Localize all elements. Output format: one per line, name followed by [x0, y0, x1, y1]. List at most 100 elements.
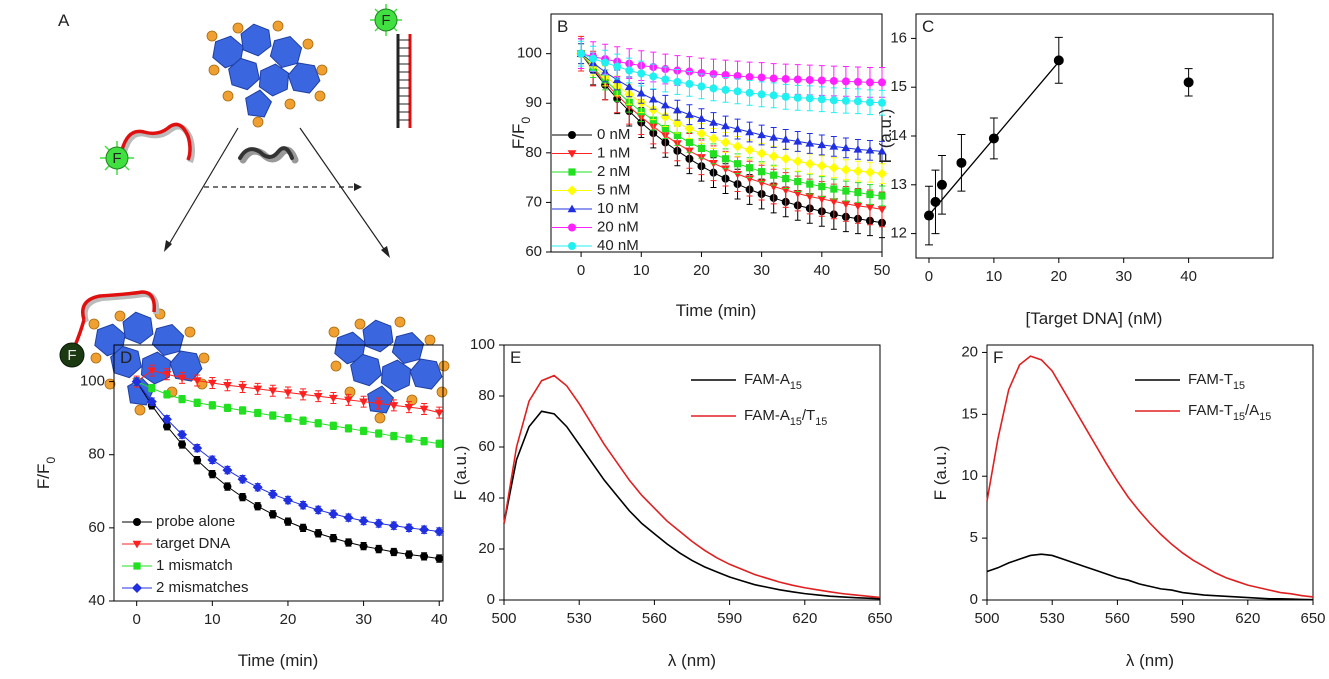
marker [375, 429, 383, 438]
marker [780, 153, 791, 164]
marker [328, 394, 338, 403]
chart-panel: 0 10 20 30 40 40 60 80 100 D Time (min) F/F0 probe a… [34, 344, 448, 670]
x-tick-label: 620 [792, 610, 817, 627]
arrow-head [354, 183, 362, 191]
x-tick-label: 10 [986, 268, 1003, 285]
marker [162, 422, 171, 431]
target-strand [238, 146, 294, 160]
marker [829, 198, 839, 206]
marker [733, 87, 742, 96]
marker [793, 93, 802, 102]
marker [852, 166, 863, 177]
y-tick-label: 15 [890, 78, 907, 95]
marker [419, 524, 430, 535]
marker [192, 377, 202, 385]
y-tick-label: 15 [961, 405, 978, 422]
legend-marker [132, 583, 142, 593]
legend-marker [567, 150, 577, 158]
chart-panel: 500 530 560 590 620 650 0 20 40 60 80 100 Eλ (nm) F (… [451, 336, 892, 671]
x-tick-label: 620 [1235, 610, 1260, 627]
marker [660, 111, 671, 122]
x-axis-label: Time (min) [238, 651, 319, 670]
marker [732, 141, 743, 152]
x-tick-label: 40 [1180, 268, 1197, 285]
x-tick-label: 530 [1040, 610, 1065, 627]
marker [434, 409, 444, 418]
marker [269, 411, 277, 420]
chart-panel: 0 10 20 30 40 12 13 14 15 16 C [Target DNA] (nM) F (… [876, 13, 1274, 328]
marker [313, 393, 323, 401]
marker [405, 435, 413, 443]
arrow [299, 127, 387, 253]
marker [697, 114, 706, 122]
x-tick-label: 560 [642, 610, 667, 627]
marker [805, 75, 814, 84]
y-axis-label: F/F0 [509, 117, 533, 150]
y-tick-label: 13 [890, 176, 907, 193]
marker [162, 371, 172, 379]
marker [841, 200, 851, 209]
marker [842, 187, 850, 195]
marker [208, 401, 216, 409]
legend-label: 1 mismatch [156, 557, 233, 574]
marker [637, 69, 646, 78]
marker [313, 504, 324, 515]
marker [359, 542, 368, 551]
y-tick-label: 80 [88, 446, 105, 463]
y-tick-label: 14 [890, 127, 907, 144]
x-tick-label: 500 [974, 610, 999, 627]
legend-label: probe alone [156, 513, 235, 530]
marker [769, 74, 778, 83]
marker [697, 144, 706, 152]
marker [237, 474, 248, 485]
marker [877, 146, 887, 155]
marker [601, 58, 610, 67]
marker [988, 133, 999, 144]
marker [877, 168, 887, 179]
marker [404, 403, 414, 412]
marker [841, 77, 850, 86]
marker [238, 383, 247, 392]
marker [329, 534, 338, 543]
marker [161, 414, 172, 425]
marker [733, 160, 742, 168]
marker [745, 127, 754, 136]
marker [853, 202, 863, 211]
marker [757, 130, 767, 139]
y-tick-label: 20 [961, 343, 978, 360]
marker [648, 94, 658, 103]
x-tick-label: 590 [717, 610, 742, 627]
marker [163, 390, 171, 398]
marker [253, 385, 263, 394]
marker [359, 398, 368, 407]
y-axis-label: F (a.u.) [451, 446, 470, 501]
x-tick-label: 30 [1115, 268, 1132, 285]
marker [721, 155, 730, 163]
y-tick-label: 70 [525, 193, 542, 210]
marker [923, 210, 934, 221]
legend-label: 20 nM [597, 218, 639, 235]
arrow-head [164, 240, 172, 252]
series-line [503, 374, 881, 599]
x-tick-label: 20 [1050, 268, 1067, 285]
marker [769, 133, 779, 141]
adsorbed-probe: F [59, 290, 160, 368]
marker [223, 404, 232, 412]
marker [769, 91, 778, 100]
marker [420, 552, 429, 561]
x-tick-label: 20 [280, 611, 297, 628]
plot-frame [503, 344, 881, 601]
probe-shadow [121, 123, 195, 164]
marker [131, 376, 142, 387]
marker [853, 97, 862, 106]
marker [254, 409, 262, 417]
marker [252, 482, 263, 493]
marker [207, 379, 217, 388]
marker [358, 515, 369, 526]
marker [660, 100, 670, 109]
marker [878, 98, 886, 107]
marker [793, 75, 802, 84]
y-tick-label: 90 [525, 94, 542, 111]
marker [1053, 55, 1064, 66]
marker [936, 179, 947, 190]
